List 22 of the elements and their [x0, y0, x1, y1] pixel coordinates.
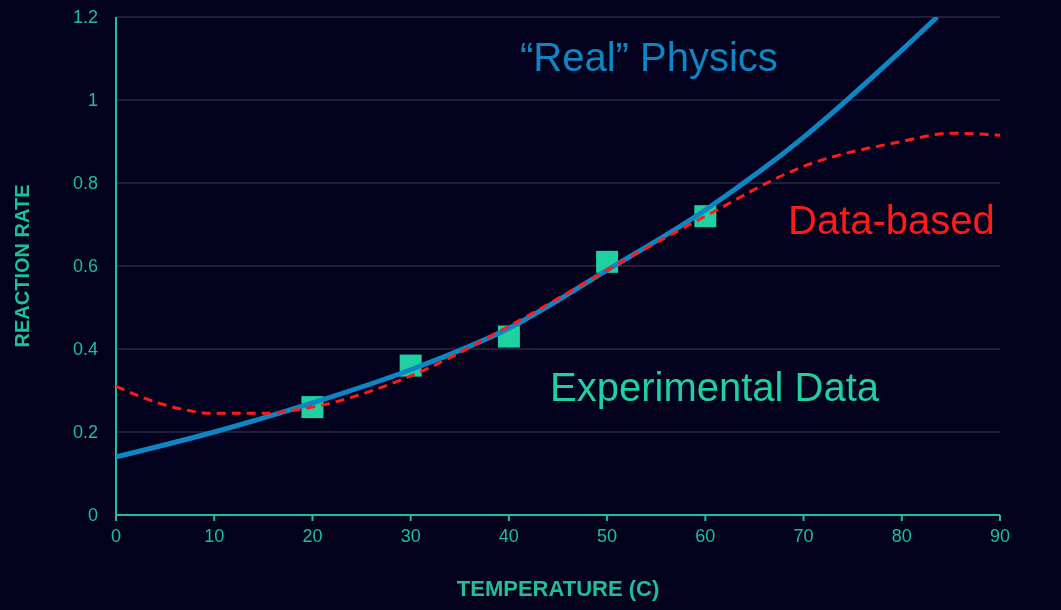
x-tick-label: 60 [695, 525, 716, 546]
x-tick-label: 70 [793, 525, 814, 546]
x-tick-label: 10 [204, 525, 225, 546]
x-tick-label: 20 [302, 525, 323, 546]
y-tick-label: 0 [87, 505, 98, 526]
y-tick-label: 1.2 [72, 7, 98, 28]
x-tick-label: 40 [498, 525, 519, 546]
y-tick-label: 0.2 [72, 422, 98, 443]
series-label: “Real” Physics [520, 35, 778, 80]
x-axis-title: TEMPERATURE (C) [456, 576, 660, 601]
y-tick-label: 0.4 [72, 339, 98, 360]
x-tick-label: 80 [891, 525, 912, 546]
y-tick-label: 0.8 [72, 173, 98, 194]
x-tick-label: 0 [110, 525, 122, 546]
series-label: Experimental Data [550, 365, 880, 410]
y-axis-title: REACTION RATE [11, 184, 34, 348]
series-label: Data-based [788, 198, 995, 243]
x-tick-label: 30 [400, 525, 421, 546]
y-tick-label: 1 [87, 90, 98, 111]
x-tick-label: 90 [989, 525, 1011, 546]
y-tick-label: 0.6 [72, 256, 98, 277]
x-tick-label: 50 [597, 525, 618, 546]
